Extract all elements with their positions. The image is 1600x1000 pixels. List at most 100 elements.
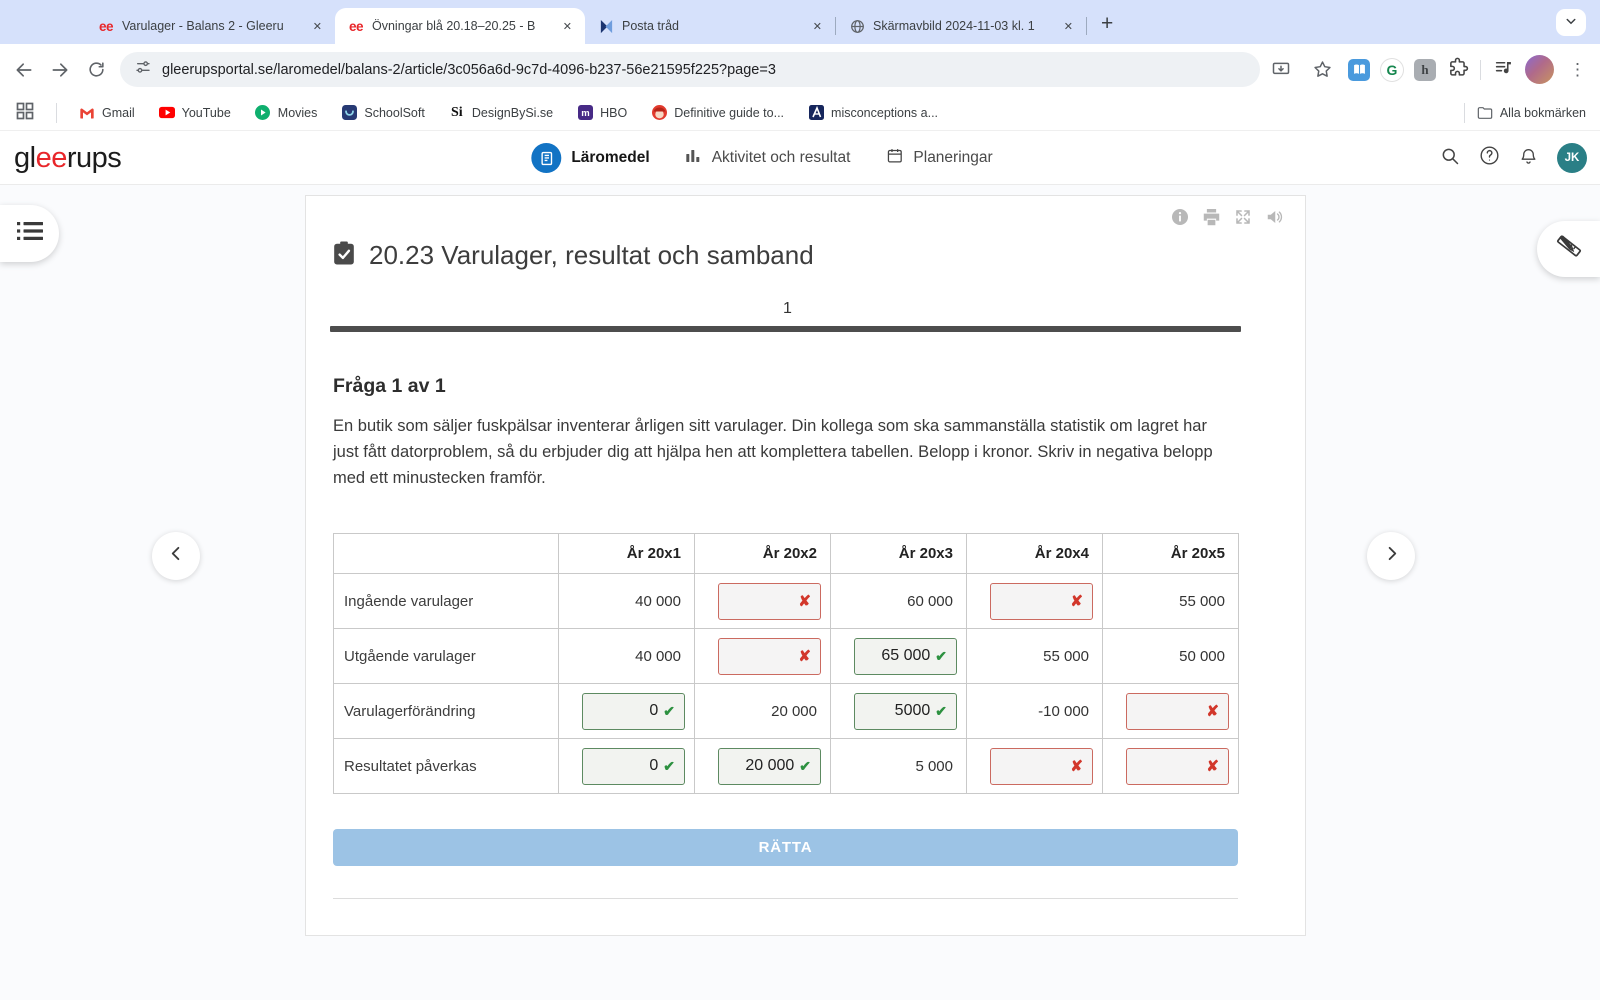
answer-input[interactable]: 5000 ✔ <box>854 692 957 730</box>
browser-tab-posta-tr-d[interactable]: Posta tråd ✕ <box>585 8 835 44</box>
browser-toolbar: gleerupsportal.se/laromedel/balans-2/art… <box>0 44 1600 95</box>
profile-avatar[interactable] <box>1525 55 1554 84</box>
answer-input[interactable]: 0 ✔ <box>582 747 685 785</box>
tab-close-icon[interactable]: ✕ <box>1063 20 1073 33</box>
nav-item-l-romedel[interactable]: Läromedel <box>531 143 650 173</box>
new-tab-button[interactable]: + <box>1101 12 1114 35</box>
answer-input[interactable]: 0 ✔ <box>582 692 685 730</box>
answer-input[interactable]: ✘ <box>1126 692 1229 730</box>
tab-search-button[interactable] <box>1556 9 1586 36</box>
bookmark-misconceptions-a[interactable]: misconceptions a... <box>808 105 938 121</box>
browser-tab-sk-rmavbild-2024-11-03-kl-1[interactable]: Skärmavbild 2024-11-03 kl. 1 ✕ <box>836 8 1086 44</box>
chevron-right-icon <box>1384 546 1399 566</box>
nav-item-planeringar[interactable]: Planeringar <box>886 147 993 169</box>
reload-button[interactable] <box>78 52 114 88</box>
chrome-menu-icon[interactable]: ⋮ <box>1569 59 1586 79</box>
table-cell: 55 000 <box>1102 573 1239 629</box>
speaker-icon[interactable] <box>1265 208 1284 231</box>
browser-tab-strip: ee Varulager - Balans 2 - Gleeru ✕ ee Övning… <box>0 0 1600 44</box>
info-icon[interactable] <box>1171 208 1189 231</box>
address-bar[interactable]: gleerupsportal.se/laromedel/balans-2/art… <box>120 52 1260 87</box>
nav-item-aktivitet-och-resultat[interactable]: Aktivitet och resultat <box>686 148 850 169</box>
bookmark-gmail[interactable]: Gmail <box>79 105 135 121</box>
answer-input[interactable]: ✘ <box>990 582 1093 620</box>
bookmark-star-icon[interactable] <box>1307 52 1337 88</box>
table-cell: 20 000 <box>694 683 831 739</box>
table-cell: ✘ <box>1102 683 1239 739</box>
table-of-contents-tab[interactable] <box>0 205 59 262</box>
study-tools-tab[interactable] <box>1537 221 1600 277</box>
misconceptions-bookmark-icon <box>808 105 824 121</box>
grammarly-extension-icon[interactable]: G <box>1381 58 1403 81</box>
site-actions: JK <box>1440 131 1587 185</box>
exercise-card: 20.23 Varulager, resultat och samband 1 … <box>305 195 1306 936</box>
browser-tab-vningar-bl-20-18-20-25-b[interactable]: ee Övningar blå 20.18–20.25 - B ✕ <box>335 8 585 44</box>
table-header-r-20x2: År 20x2 <box>694 533 831 574</box>
bookmark-designbysi-se[interactable]: Si DesignBySi.se <box>449 105 553 121</box>
toolbar-actions: G h ⋮ <box>1266 52 1592 88</box>
site-settings-icon[interactable] <box>135 59 151 80</box>
all-bookmarks-button[interactable]: Alla bokmärken <box>1477 105 1586 121</box>
answer-input[interactable]: ✘ <box>718 582 821 620</box>
browser-tab-varulager-balans-2-gleeru[interactable]: ee Varulager - Balans 2 - Gleeru ✕ <box>85 8 335 44</box>
bookmark-items: Gmail YouTube Movies SchoolSoft Si DesignBySi… <box>79 105 938 121</box>
apps-grid-icon[interactable] <box>16 102 34 123</box>
site-nav: Läromedel Aktivitet och resultat Planering… <box>531 131 993 185</box>
table-row: Resultatet påverkas 0 ✔ 20 000 ✔ 5 000 ✘ ✘ <box>333 738 1239 794</box>
cross-icon: ✘ <box>1206 702 1219 720</box>
nav-label: Läromedel <box>571 149 650 166</box>
previous-page-button[interactable] <box>152 532 200 580</box>
answer-input[interactable]: ✘ <box>990 747 1093 785</box>
install-app-icon[interactable] <box>1266 52 1296 88</box>
gleerups-logo[interactable]: gleerups <box>14 142 122 175</box>
bookmark-hbo[interactable]: m HBO <box>577 105 627 121</box>
answer-value: 65 000 <box>881 647 931 664</box>
bookmark-label: YouTube <box>181 105 231 120</box>
nav-label: Planeringar <box>913 149 993 166</box>
calendar-icon <box>886 147 903 169</box>
table-cell: ✘ <box>694 573 831 629</box>
table-cell: 40 000 <box>558 573 695 629</box>
bookmark-definitive-guide-to[interactable]: Definitive guide to... <box>651 105 784 121</box>
check-icon: ✔ <box>663 758 675 774</box>
bookmark-schoolsoft[interactable]: SchoolSoft <box>341 105 425 121</box>
answer-input[interactable]: 65 000 ✔ <box>854 637 957 675</box>
table-header-r-20x5: År 20x5 <box>1102 533 1239 574</box>
back-button[interactable] <box>6 52 42 88</box>
gmail-bookmark-icon <box>79 105 95 121</box>
help-icon[interactable] <box>1479 145 1500 171</box>
bookmark-label: misconceptions a... <box>831 105 939 120</box>
fullscreen-icon[interactable] <box>1234 208 1252 231</box>
next-page-button[interactable] <box>1367 532 1415 580</box>
answer-input[interactable]: 20 000 ✔ <box>718 747 821 785</box>
bookmark-movies[interactable]: Movies <box>255 105 317 121</box>
bookmark-label: SchoolSoft <box>364 105 425 120</box>
table-cell: 60 000 <box>830 573 967 629</box>
tab-separator <box>1086 17 1087 35</box>
print-icon[interactable] <box>1202 208 1221 231</box>
tab-close-icon[interactable]: ✕ <box>312 20 322 33</box>
reading-list-icon[interactable] <box>1492 58 1514 82</box>
logo-pre: gl <box>14 142 36 174</box>
table-cell: -10 000 <box>966 683 1103 739</box>
table-cell: 0 ✔ <box>558 738 695 794</box>
extensions-puzzle-icon[interactable] <box>1447 56 1469 83</box>
answer-input[interactable]: ✘ <box>718 637 821 675</box>
gray-extension-icon[interactable]: h <box>1414 58 1436 81</box>
check-icon: ✔ <box>935 703 947 719</box>
notifications-bell-icon[interactable] <box>1519 146 1538 171</box>
url-text[interactable]: gleerupsportal.se/laromedel/balans-2/art… <box>162 61 776 78</box>
forward-button[interactable] <box>42 52 78 88</box>
row-label: Resultatet påverkas <box>333 738 559 794</box>
bookmark-youtube[interactable]: YouTube <box>158 105 231 121</box>
user-avatar[interactable]: JK <box>1557 143 1587 173</box>
tab-close-icon[interactable]: ✕ <box>812 20 822 33</box>
reader-extension-icon[interactable] <box>1348 58 1370 81</box>
cross-icon: ✘ <box>798 592 811 610</box>
tab-close-icon[interactable]: ✕ <box>562 20 572 33</box>
search-icon[interactable] <box>1440 146 1460 171</box>
table-header-empty <box>333 533 559 574</box>
answer-input[interactable]: ✘ <box>1126 747 1229 785</box>
gleerups-favicon: ee <box>348 18 364 34</box>
submit-button[interactable]: RÄTTA <box>333 829 1238 866</box>
